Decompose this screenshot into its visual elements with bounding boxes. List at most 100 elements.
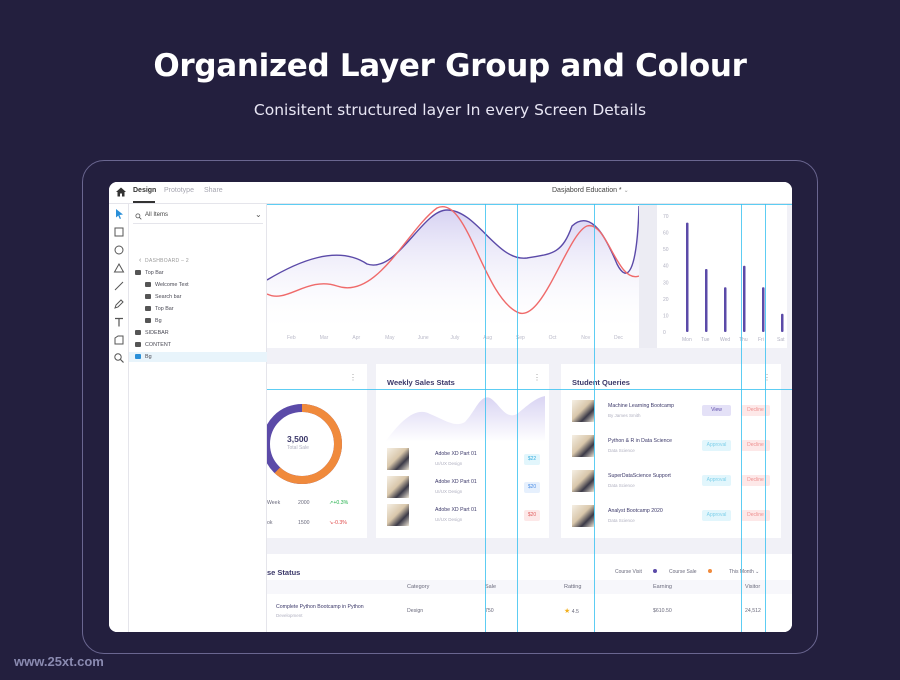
weekly-sales-sparkline [385, 396, 545, 442]
course-title: Adobe XD Part 01 [435, 479, 477, 485]
triangle-icon[interactable] [113, 262, 125, 274]
layer-item[interactable]: Top Bar [129, 304, 267, 314]
layer-item-label: Top Bar [145, 270, 164, 276]
layer-item[interactable]: CONTENT [129, 340, 267, 350]
chart-gutter [639, 204, 657, 348]
star-icon: ★ [564, 608, 571, 615]
layer-section-header[interactable]: ‹ DASHBOARD – 2 [139, 257, 189, 264]
layer-item[interactable]: Search bar [129, 292, 267, 302]
y-tick-label: 40 [663, 264, 669, 270]
pen-icon[interactable] [113, 298, 125, 310]
shape-icon[interactable] [113, 334, 125, 346]
sales-donut-card: ⋮ 3,500 Total Sale Week 2000 ↗+0.3% ok 1… [267, 364, 367, 538]
price-badge: $20 [524, 482, 540, 493]
column-header[interactable]: Earning [653, 584, 672, 590]
more-icon[interactable]: ⋮ [349, 373, 357, 382]
x-tick-label: Fri [758, 337, 764, 343]
more-icon[interactable]: ⋮ [533, 373, 541, 382]
column-header[interactable]: Sale [485, 584, 497, 590]
design-canvas: Feb Mar Apr May June July Aug Sep Oct Nov Dec 70 60… [267, 204, 792, 632]
home-icon[interactable] [115, 186, 127, 198]
month-label: Aug [483, 335, 492, 341]
decline-button[interactable]: Decline [741, 440, 770, 451]
trend-down-icon: ↘ [329, 520, 334, 526]
y-tick-label: 10 [663, 313, 669, 319]
watermark: www.25xt.com [14, 654, 104, 669]
rectangle-icon[interactable] [113, 226, 125, 238]
layer-item-label: Top Bar [155, 306, 174, 312]
table-row[interactable]: Complete Python Bootcamp in Python Develo… [267, 604, 792, 624]
zoom-icon[interactable] [113, 352, 125, 364]
pointer-icon[interactable] [113, 208, 125, 220]
layer-search-label: All Items [145, 212, 169, 218]
cell-earning: $610.50 [653, 608, 672, 614]
query-subtitle: Data Science [608, 518, 635, 523]
layer-item-label: Bg [155, 318, 162, 324]
month-label: Dec [614, 335, 623, 341]
sales-donut [267, 404, 342, 484]
decline-button[interactable]: Decline [741, 405, 770, 416]
student-queries-title: Student Queries [572, 378, 630, 387]
view-button[interactable]: View [702, 405, 731, 416]
approval-button[interactable]: Approval [702, 510, 731, 521]
legend-course-sale: Course Sale [669, 569, 712, 575]
layer-search[interactable]: All Items ⌄ [133, 210, 263, 224]
decline-button[interactable]: Decline [741, 510, 770, 521]
cell-visitor: 24,512 [745, 608, 761, 614]
tab-prototype[interactable]: Prototype [164, 187, 194, 194]
bar [705, 269, 708, 332]
column-header[interactable]: Category [407, 584, 430, 590]
sales-row-change-text: -0.3% [333, 520, 347, 526]
month-label: Apr [352, 335, 360, 341]
course-status-title: se Status [267, 568, 301, 577]
tools-toolbar [109, 204, 129, 632]
y-tick-label: 30 [663, 280, 669, 286]
layout-guide [267, 389, 792, 390]
rating-value: 4.5 [570, 609, 579, 615]
course-title: Adobe XD Part 01 [435, 507, 477, 513]
tab-design[interactable]: Design [133, 187, 157, 194]
layout-guide [594, 204, 595, 632]
month-label: Mar [320, 335, 329, 341]
approval-button[interactable]: Approval [702, 440, 731, 451]
column-header[interactable]: Visitor [745, 584, 761, 590]
sales-row-change-text: +0.3% [333, 500, 349, 506]
layer-item[interactable]: SIDEBAR [129, 328, 267, 338]
query-subtitle: By James Smith [608, 413, 641, 418]
text-icon[interactable] [113, 316, 125, 328]
student-avatar [572, 400, 594, 422]
decline-button[interactable]: Decline [741, 475, 770, 486]
tab-share[interactable]: Share [204, 187, 223, 194]
ellipse-icon[interactable] [113, 244, 125, 256]
month-label: May [385, 335, 395, 341]
document-title[interactable]: Dasjabord Education * ⌄ [552, 187, 629, 194]
period-filter[interactable]: This Month ⌄ [729, 569, 759, 575]
bar [781, 313, 784, 332]
search-icon [135, 213, 142, 220]
layer-item[interactable]: Bg [129, 352, 267, 362]
month-label: June [418, 335, 429, 341]
sales-row-value: 1500 [298, 520, 310, 526]
line-icon[interactable] [113, 280, 125, 292]
table-header [267, 580, 792, 594]
layer-item[interactable]: Top Bar [129, 268, 267, 278]
legend-label: Course Visit [615, 569, 642, 575]
hero-subtitle: Conisitent structured layer In every Scr… [253, 101, 647, 119]
y-tick-label: 60 [663, 231, 669, 237]
folder-icon [135, 329, 141, 335]
red-series-line [267, 205, 639, 315]
layer-item-label: CONTENT [145, 342, 172, 348]
course-subtitle: UI/UX Design [435, 461, 463, 466]
bar [686, 222, 689, 332]
column-header[interactable]: Ratting [564, 584, 582, 590]
layer-item[interactable]: Bg [129, 316, 267, 326]
more-icon[interactable]: ⋮ [763, 373, 771, 382]
course-thumbnail [387, 504, 409, 526]
layer-item[interactable]: Welcome Text [129, 280, 267, 290]
weekly-sales-card: Weekly Sales Stats ⋮ Adobe XD Part 01 UI/… [376, 364, 549, 538]
legend-label: Course Sale [669, 569, 697, 575]
x-tick-label: Sat [777, 337, 785, 343]
y-tick-label: 20 [663, 297, 669, 303]
approval-button[interactable]: Approval [702, 475, 731, 486]
month-axis: Feb Mar Apr May June July Aug Sep Oct Nov Dec [287, 335, 623, 341]
